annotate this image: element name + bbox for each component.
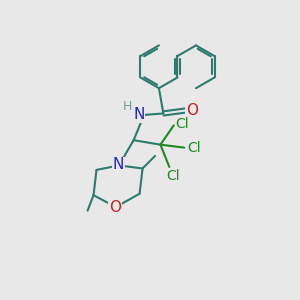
Text: Cl: Cl	[166, 169, 180, 183]
Text: N: N	[133, 107, 144, 122]
Text: O: O	[109, 200, 121, 214]
Text: N: N	[112, 158, 124, 172]
Text: H: H	[123, 100, 132, 113]
Text: Cl: Cl	[175, 117, 189, 131]
Text: O: O	[186, 103, 198, 118]
Text: Cl: Cl	[187, 141, 201, 154]
